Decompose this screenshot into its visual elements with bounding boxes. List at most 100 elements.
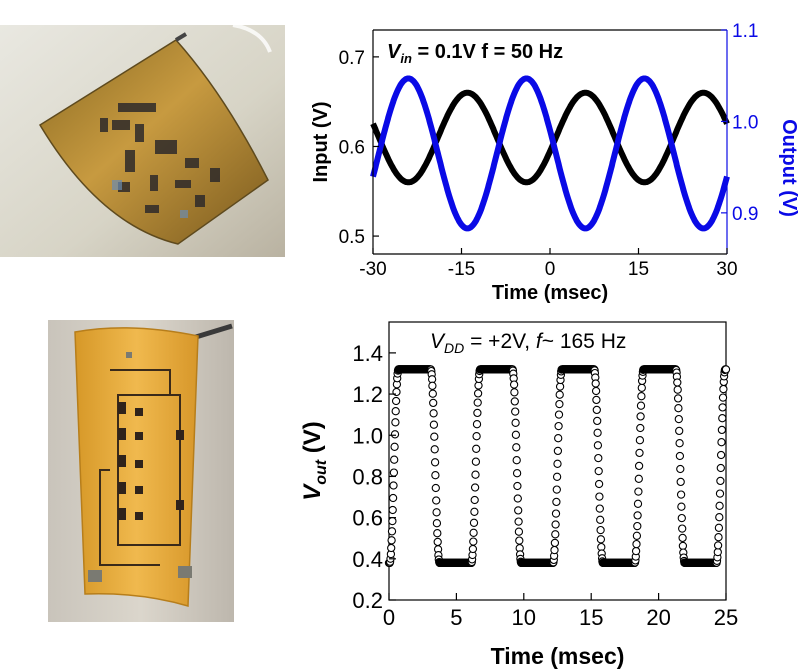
data-point: [429, 420, 439, 429]
data-point: [633, 521, 642, 531]
data-point: [637, 383, 646, 392]
data-point: [715, 501, 724, 510]
data-point: [391, 407, 400, 416]
data-point: [388, 516, 397, 526]
data-point: [715, 489, 725, 498]
data-point: [634, 461, 644, 471]
data-point: [716, 463, 725, 473]
data-point: [510, 397, 519, 406]
data-point: [716, 450, 726, 460]
x-tick-label: 15: [628, 259, 649, 280]
data-point: [472, 444, 481, 453]
data-point: [593, 428, 602, 437]
data-point: [632, 539, 641, 549]
x-axis-label: Time (msec): [492, 282, 608, 304]
data-point: [515, 536, 524, 545]
flexible-circuit-film-photo: [0, 23, 285, 257]
data-point: [389, 468, 399, 477]
x-tick-label: 10: [512, 605, 536, 630]
data-point: [714, 533, 723, 542]
data-point: [390, 430, 400, 439]
data-point: [595, 492, 604, 501]
data-point: [596, 535, 606, 544]
data-point: [635, 448, 644, 458]
x-tick-label: 25: [714, 605, 738, 630]
data-point: [471, 470, 480, 479]
data-point: [512, 443, 521, 452]
data-point: [676, 464, 685, 474]
x-tick-label: 20: [646, 605, 670, 630]
y-tick-label: 0.6: [339, 137, 365, 158]
data-point: [555, 390, 564, 399]
data-point: [595, 504, 604, 513]
data-point: [677, 502, 686, 511]
right-y-tick-label: 1.1: [732, 21, 758, 42]
data-point: [675, 439, 684, 448]
data-point: [432, 496, 441, 505]
data-point: [551, 530, 560, 539]
data-point: [551, 520, 560, 529]
data-point: [552, 497, 561, 507]
data-point: [717, 425, 727, 435]
x-tick-label: 15: [579, 605, 603, 630]
data-point: [675, 451, 685, 461]
data-point: [473, 408, 482, 418]
y-tick-label: 1.2: [352, 382, 383, 407]
data-point: [387, 536, 396, 545]
data-point: [388, 493, 398, 503]
data-point: [673, 378, 682, 387]
data-point: [469, 528, 478, 537]
data-point: [594, 453, 603, 463]
x-tick-label: -15: [448, 259, 475, 280]
data-point: [391, 396, 401, 406]
data-point: [636, 412, 645, 421]
data-point: [511, 418, 520, 427]
right-y-axis-label: Output (V): [778, 119, 800, 217]
data-point: [596, 525, 605, 535]
data-point: [555, 399, 564, 409]
data-point: [513, 481, 522, 491]
x-tick-label: 5: [450, 605, 462, 630]
data-point: [431, 471, 440, 480]
data-point: [511, 430, 521, 439]
data-point: [514, 517, 523, 526]
data-point: [717, 438, 726, 447]
right-y-tick-label: 0.9: [732, 204, 758, 225]
input-condition-annotation: Vin = 0.1V f = 50 Hz: [387, 41, 563, 66]
data-point: [636, 423, 645, 433]
data-point: [594, 466, 603, 476]
y-tick-label: 0.8: [352, 464, 383, 489]
left-y-axis-label: Input (V): [310, 101, 332, 182]
data-point: [636, 401, 646, 410]
data-point: [514, 527, 524, 536]
x-axis-label: Time (msec): [491, 643, 625, 669]
ring-oscillator-output-chart: 0 5 10 15 20 25 0.2 0.4 0.6 0.8 1.0 1.2 1.4 Time (mse…: [299, 321, 738, 669]
data-point: [634, 474, 643, 483]
data-point: [550, 545, 559, 555]
data-point: [511, 407, 520, 416]
y-tick-label: 0.6: [352, 506, 383, 531]
data-point: [429, 398, 438, 408]
input-series-line: [370, 89, 730, 186]
data-point: [718, 393, 728, 402]
data-point: [633, 511, 642, 520]
data-point: [512, 469, 522, 478]
data-point: [631, 546, 641, 556]
data-point: [596, 515, 605, 524]
y-tick-label: 1.0: [352, 423, 383, 448]
input-output-waveform-chart: -30 -15 0 15 30 0.5 0.6 0.7 0.9 1.0 1.1 Time (msec)…: [310, 21, 800, 304]
supply-frequency-annotation: VDD = +2V, f~ 165 Hz: [430, 330, 626, 356]
data-point: [430, 432, 439, 441]
data-point: [432, 519, 442, 528]
data-point: [676, 477, 685, 487]
data-point: [718, 414, 727, 423]
data-point: [673, 385, 682, 394]
x-tick-label: -30: [359, 259, 386, 280]
data-point: [510, 388, 519, 397]
data-point: [390, 442, 399, 451]
output-series-line: [370, 75, 730, 232]
data-point: [713, 541, 723, 550]
data-point: [593, 441, 603, 450]
y-axis-label: Vout (V): [299, 421, 330, 501]
